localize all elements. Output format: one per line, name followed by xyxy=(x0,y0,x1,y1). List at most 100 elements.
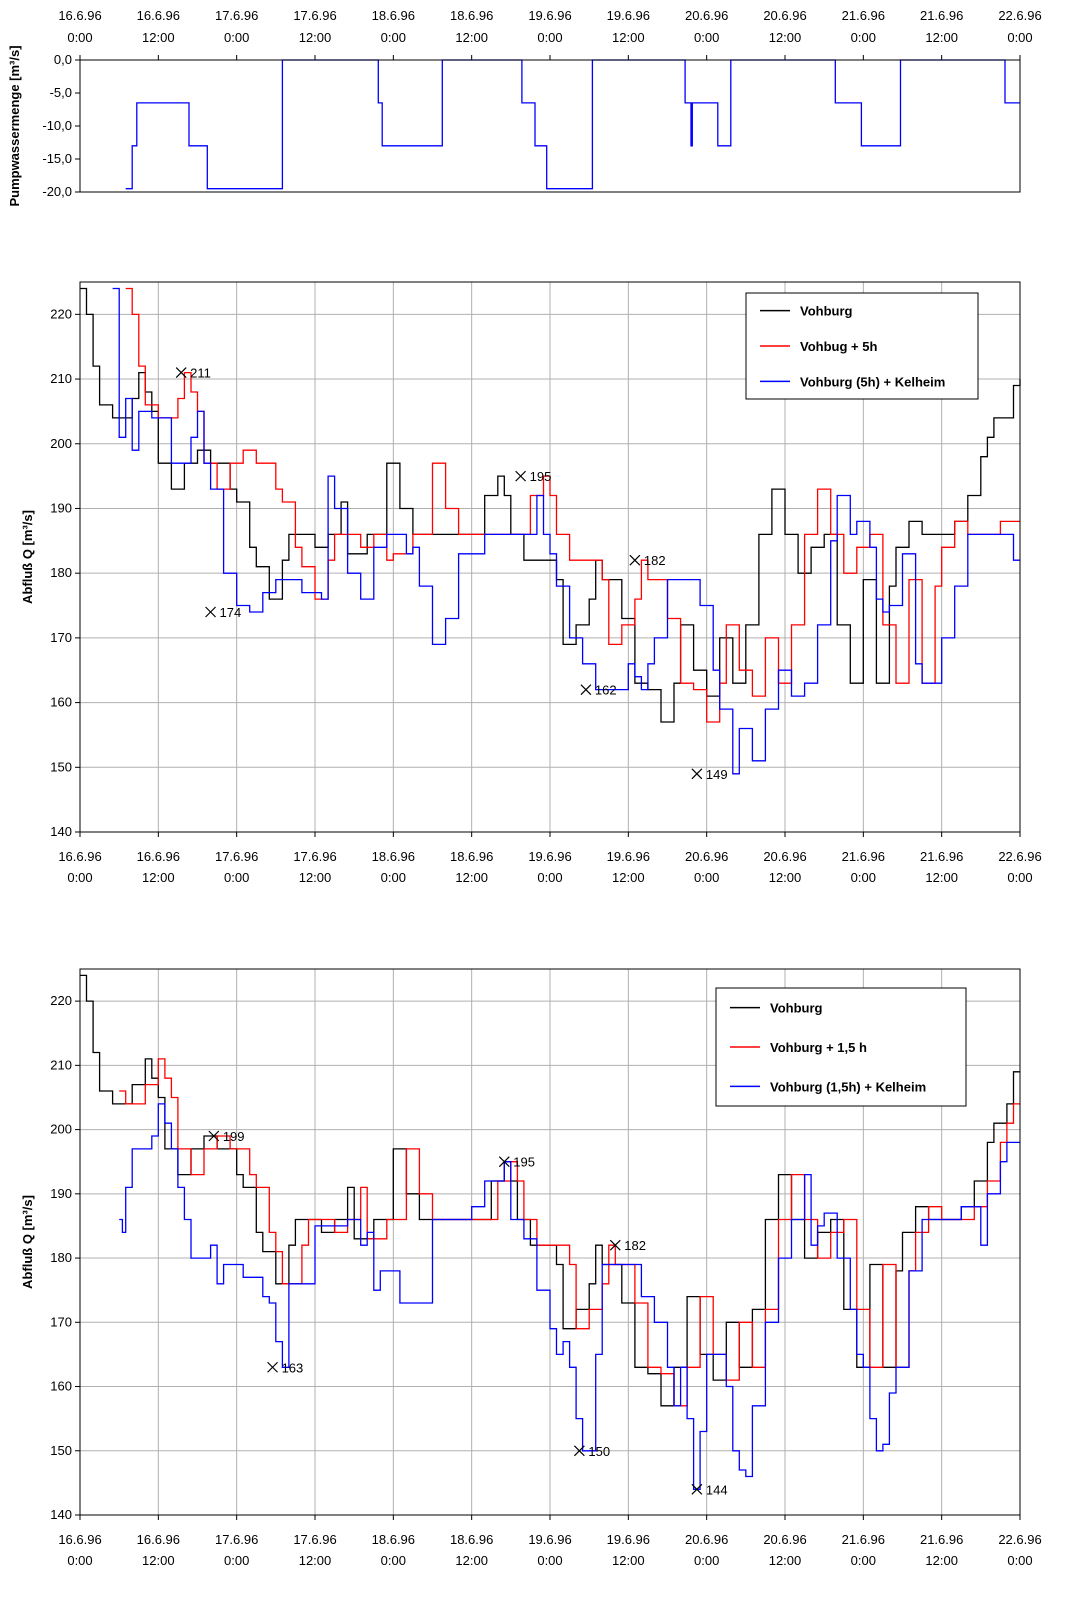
x-tick-label: 0:00 xyxy=(67,870,92,885)
y-tick-label: 210 xyxy=(50,1057,72,1072)
x-tick-label: 0:00 xyxy=(851,1553,876,1568)
legend-label: Vohburg + 1,5 h xyxy=(770,1040,867,1055)
x-tick-label: 18.6.96 xyxy=(372,8,415,23)
legend: Vohburg Vohburg + 1,5 h Vohburg (1,5h) + K… xyxy=(715,987,967,1107)
y-tick-label: 160 xyxy=(50,1379,72,1394)
x-tick-label: 21.6.96 xyxy=(842,849,885,864)
x-tick-label: 20.6.96 xyxy=(685,8,728,23)
x-tick-label: 0:00 xyxy=(694,1553,719,1568)
y-tick-label: 210 xyxy=(50,371,72,386)
y-tick-label: -15,0 xyxy=(42,151,72,166)
x-tick-label: 12:00 xyxy=(299,30,332,45)
x-tick-label: 17.6.96 xyxy=(215,1532,258,1547)
y-tick-label: 140 xyxy=(50,1507,72,1522)
y-tick-label: 0,0 xyxy=(54,52,72,67)
x-tick-label: 20.6.96 xyxy=(685,849,728,864)
y-tick-label: 140 xyxy=(50,824,72,839)
x-tick-label: 18.6.96 xyxy=(372,849,415,864)
x-tick-label: 0:00 xyxy=(67,30,92,45)
x-tick-label: 0:00 xyxy=(224,870,249,885)
annotation-label: 195 xyxy=(530,469,552,484)
annotation-label: 150 xyxy=(588,1444,610,1459)
annotation-label: 199 xyxy=(223,1129,245,1144)
y-tick-label: 200 xyxy=(50,1122,72,1137)
x-tick-label: 12:00 xyxy=(612,30,645,45)
x-tick-label: 12:00 xyxy=(455,870,488,885)
x-tick-label: 12:00 xyxy=(769,30,802,45)
y-tick-label: 160 xyxy=(50,695,72,710)
annotation-label: 163 xyxy=(282,1360,304,1375)
x-tick-label: 0:00 xyxy=(694,870,719,885)
x-tick-label: 0:00 xyxy=(1007,870,1032,885)
y-tick-label: 200 xyxy=(50,436,72,451)
x-tick-label: 20.6.96 xyxy=(763,849,806,864)
annotation-label: 195 xyxy=(513,1155,535,1170)
x-tick-label: 0:00 xyxy=(537,1553,562,1568)
x-tick-label: 12:00 xyxy=(769,1553,802,1568)
x-tick-label: 12:00 xyxy=(612,870,645,885)
x-tick-label: 17.6.96 xyxy=(293,849,336,864)
chart-panel-3: 140 150 160 170 180 190 200 210 220 16.6.96 0:00 16… xyxy=(20,968,1042,1568)
annotation-marker xyxy=(691,768,703,780)
annotation-marker xyxy=(498,1156,510,1168)
y-tick-label: 180 xyxy=(50,565,72,580)
plot-border xyxy=(79,968,1021,1516)
x-tick-label: 18.6.96 xyxy=(450,1532,493,1547)
x-tick-label: 0:00 xyxy=(851,870,876,885)
x-tick-label: 12:00 xyxy=(299,1553,332,1568)
y-tick-label: 190 xyxy=(50,500,72,515)
chart-panel-2: 140 150 160 170 180 190 200 210 220 16.6.96 0:00 16… xyxy=(20,281,1042,885)
annotation-label: 144 xyxy=(706,1482,728,1497)
legend-label: Vohburg (5h) + Kelheim xyxy=(800,374,945,389)
x-tick-label: 12:00 xyxy=(142,1553,175,1568)
x-tick-label: 0:00 xyxy=(851,30,876,45)
series-line-2 xyxy=(125,287,1020,723)
y-tick-label: 170 xyxy=(50,630,72,645)
x-tick-label: 19.6.96 xyxy=(607,1532,650,1547)
y-tick-label: 190 xyxy=(50,1186,72,1201)
annotation-marker xyxy=(267,1361,278,1373)
x-tick-label: 12:00 xyxy=(612,1553,645,1568)
x-tick-label: 17.6.96 xyxy=(293,1532,336,1547)
y-axis-label: Abfluß Q [m³/s] xyxy=(20,1195,35,1289)
annotation-marker xyxy=(175,367,187,379)
x-tick-label: 12:00 xyxy=(769,870,802,885)
legend-label: Vohburg xyxy=(800,304,853,319)
y-axis-label: Abfluß Q [m³/s] xyxy=(20,510,35,604)
series-line-3 xyxy=(112,287,1020,775)
x-tick-label: 12:00 xyxy=(455,30,488,45)
x-tick-label: 18.6.96 xyxy=(372,1532,415,1547)
x-tick-label: 19.6.96 xyxy=(528,1532,571,1547)
x-tick-label: 22.6.96 xyxy=(998,8,1041,23)
x-tick-label: 21.6.96 xyxy=(842,1532,885,1547)
x-tick-label: 12:00 xyxy=(142,870,175,885)
y-tick-label: 180 xyxy=(50,1250,72,1265)
annotation-label: 182 xyxy=(624,1238,646,1253)
x-tick-label: 16.6.96 xyxy=(137,8,180,23)
x-tick-label: 21.6.96 xyxy=(920,8,963,23)
x-tick-label: 0:00 xyxy=(381,1553,406,1568)
annotation-label: 162 xyxy=(595,683,617,698)
x-tick-label: 16.6.96 xyxy=(58,1532,101,1547)
annotation-marker xyxy=(580,684,592,696)
series-line-1 xyxy=(80,287,1021,723)
x-tick-label: 17.6.96 xyxy=(293,8,336,23)
x-tick-label: 0:00 xyxy=(1007,1553,1032,1568)
legend: Vohburg Vohbug + 5h Vohburg (5h) + Kelheim xyxy=(745,292,979,400)
y-tick-label: 220 xyxy=(50,306,72,321)
x-tick-label: 16.6.96 xyxy=(58,849,101,864)
x-tick-label: 16.6.96 xyxy=(137,1532,180,1547)
legend-label: Vohburg xyxy=(770,1001,823,1016)
y-tick-label: -20,0 xyxy=(42,184,72,199)
plot-area xyxy=(80,60,1020,192)
x-tick-label: 20.6.96 xyxy=(763,1532,806,1547)
x-tick-label: 12:00 xyxy=(142,30,175,45)
x-tick-label: 17.6.96 xyxy=(215,8,258,23)
x-tick-label: 20.6.96 xyxy=(763,8,806,23)
x-tick-label: 0:00 xyxy=(381,870,406,885)
annotation-marker xyxy=(691,1483,703,1495)
x-tick-label: 0:00 xyxy=(224,1553,249,1568)
annotation-marker xyxy=(629,554,641,566)
y-tick-label: 170 xyxy=(50,1314,72,1329)
